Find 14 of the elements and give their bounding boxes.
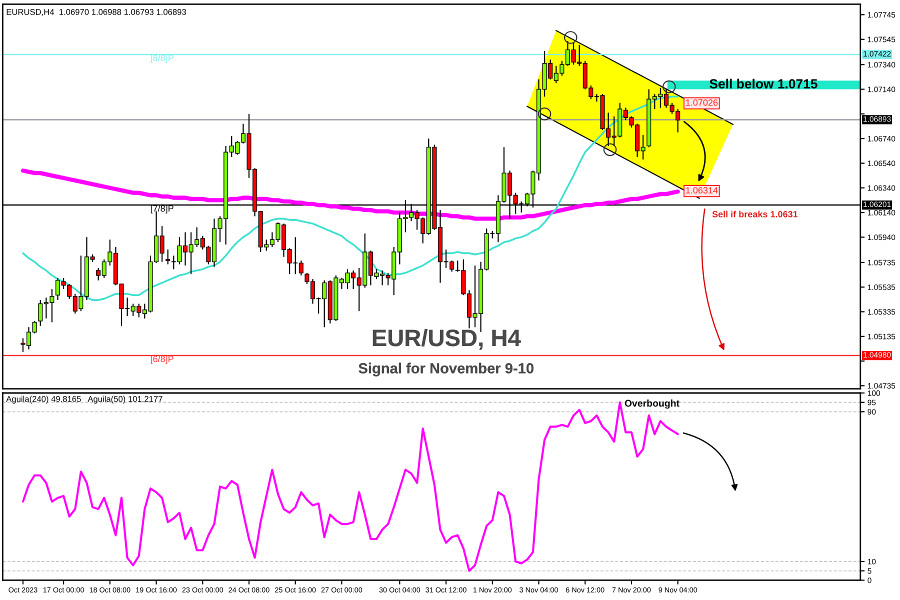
ref-line-label: [6/8]P xyxy=(150,356,174,364)
ref-line-label: [7/8]P xyxy=(150,205,174,214)
text: EUR/USD, H4 xyxy=(372,328,521,350)
band-label: Sell below 1.0715 xyxy=(710,78,818,88)
text: Signal for November 9-10 xyxy=(358,362,534,376)
ref-line-label: [8/8]P xyxy=(150,54,174,63)
annotation: EURUSD,H4 1.06970 1.06988 1.06793 1.06893 xyxy=(6,9,186,16)
annotation: 1.07026 xyxy=(686,99,718,106)
annotation: Sell if breaks 1.0631 xyxy=(712,210,798,218)
annotation: Overbought xyxy=(624,400,680,409)
annotation: 1.06314 xyxy=(686,187,718,194)
line-series xyxy=(20,168,680,221)
annotation: Aguila(240) 49.8165 Aguila(50) 101.2177 xyxy=(6,396,162,404)
candlestick xyxy=(166,248,170,265)
